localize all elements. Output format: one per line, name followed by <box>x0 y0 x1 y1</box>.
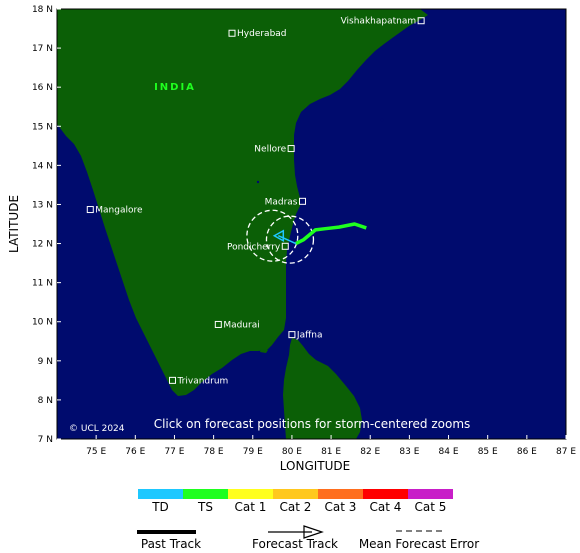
city-label: Hyderabad <box>237 29 287 39</box>
past-track-line <box>295 222 367 246</box>
mannar-island <box>260 349 268 353</box>
forecast-error-circle <box>246 209 299 262</box>
forecast-position-arrow-icon[interactable] <box>272 229 285 243</box>
city-marker <box>86 206 94 214</box>
city-marker <box>287 145 295 153</box>
x-tick-label: 75 E <box>86 447 106 457</box>
legend-swatch <box>273 489 318 499</box>
map-frame <box>56 8 567 440</box>
legend-category-label: Cat 3 <box>325 500 357 514</box>
legend-swatch <box>363 489 408 499</box>
forecast-track-arrow-icon <box>303 525 324 539</box>
forecast-track-legend-label: Forecast Track <box>252 537 338 551</box>
axis-ticks: 75 E 76 E 77 E 78 E 79 E 80 E 81 E 82 E 83 E 84 E… <box>32 5 576 457</box>
lake-speck <box>380 118 384 122</box>
y-tick-label: 11 N <box>32 279 53 289</box>
legend-swatch <box>228 489 273 499</box>
city-marker <box>169 376 177 384</box>
legend-swatch <box>318 489 363 499</box>
y-tick-label: 14 N <box>32 161 53 171</box>
y-tick-label: 12 N <box>32 240 53 250</box>
legend-swatch <box>183 489 228 499</box>
y-tick-label: 17 N <box>32 44 53 54</box>
mean-error-legend-label: Mean Forecast Error <box>359 537 479 551</box>
city-label: Nellore <box>254 145 286 155</box>
y-tick-label: 13 N <box>32 200 53 210</box>
copyright-text: © UCL 2024 <box>69 424 125 434</box>
x-tick-label: 85 E <box>478 447 498 457</box>
forecast-hint: Click on forecast positions for storm-ce… <box>154 417 471 431</box>
legend-category-label: TS <box>197 500 213 514</box>
x-tick-label: 76 E <box>125 447 145 457</box>
x-tick-label: 86 E <box>517 447 537 457</box>
x-tick-label: 79 E <box>243 447 263 457</box>
city-markers: Vishakhapatnam Hyderabad Nellore Mangalore M… <box>86 17 425 386</box>
x-tick-label: 77 E <box>164 447 184 457</box>
forecast-track-line <box>277 235 297 245</box>
past-track-legend-label: Past Track <box>141 537 201 551</box>
x-tick-label: 78 E <box>204 447 224 457</box>
sri-lanka-landmass <box>283 338 362 439</box>
city-marker <box>281 242 289 250</box>
city-label: Mangalore <box>95 206 143 216</box>
y-tick-label: 8 N <box>38 396 53 406</box>
legend-category-label: Cat 1 <box>235 500 267 514</box>
city-label: Vishakhapatnam <box>341 17 417 27</box>
y-tick-label: 9 N <box>38 357 53 367</box>
forecast-error-circle <box>265 215 315 264</box>
city-label: Trivandrum <box>177 376 229 386</box>
country-label: INDIA <box>154 82 196 93</box>
y-tick-label: 16 N <box>32 83 53 93</box>
x-tick-label: 84 E <box>439 447 459 457</box>
x-axis-title: LONGITUDE <box>280 459 350 473</box>
city-marker <box>298 197 306 205</box>
category-legend: TD TS Cat 1 Cat 2 Cat 3 Cat 4 Cat 5 <box>138 489 453 514</box>
y-tick-label: 18 N <box>32 5 53 15</box>
x-tick-label: 83 E <box>399 447 419 457</box>
india-landmass <box>57 9 428 396</box>
legend-category-label: Cat 2 <box>280 500 312 514</box>
city-marker <box>228 29 236 37</box>
y-tick-label: 7 N <box>38 435 53 445</box>
city-label: Jaffna <box>296 331 323 341</box>
city-marker <box>214 320 222 328</box>
city-marker <box>288 331 296 339</box>
legend-category-label: Cat 4 <box>370 500 402 514</box>
city-label: Madras <box>265 197 298 207</box>
city-marker <box>417 17 425 25</box>
city-label: Madurai <box>223 320 259 330</box>
legend-category-label: TD <box>151 500 169 514</box>
storm-layer <box>246 209 367 264</box>
x-tick-label: 80 E <box>282 447 302 457</box>
legend-swatch <box>138 489 183 499</box>
legend-category-label: Cat 5 <box>415 500 447 514</box>
y-tick-label: 10 N <box>32 318 53 328</box>
lake-speck <box>256 180 260 184</box>
city-label: Pondicherry <box>227 242 281 252</box>
y-axis-title: LATITUDE <box>7 195 21 253</box>
y-tick-label: 15 N <box>32 122 53 132</box>
x-tick-label: 81 E <box>321 447 341 457</box>
x-tick-label: 82 E <box>360 447 380 457</box>
x-tick-label: 87 E <box>556 447 576 457</box>
legend-swatch <box>408 489 453 499</box>
